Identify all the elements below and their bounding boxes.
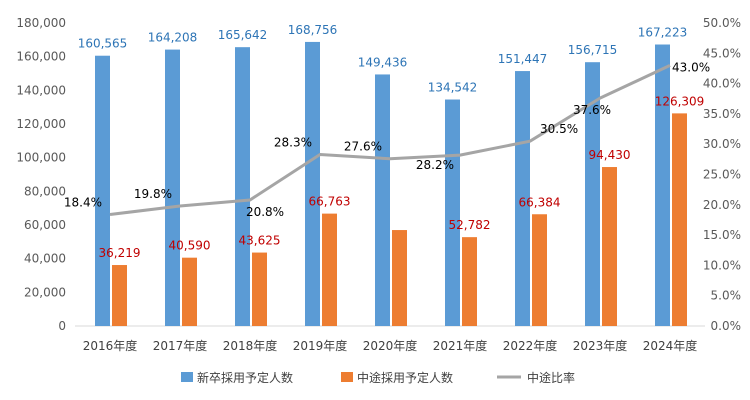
- category-label: 2021年度: [433, 338, 488, 353]
- bar-newgrad: [445, 99, 460, 326]
- label-midcareer: 66,384: [519, 195, 561, 209]
- left-tick-label: 100,000: [16, 151, 66, 165]
- legend-label: 中途採用予定人数: [357, 370, 453, 385]
- left-tick-label: 160,000: [16, 50, 66, 64]
- label-midcareer: 126,309: [655, 94, 705, 108]
- label-ratio: 27.6%: [344, 140, 382, 154]
- bar-newgrad: [515, 71, 530, 327]
- label-newgrad: 156,715: [568, 43, 618, 57]
- category-label: 2020年度: [363, 338, 418, 353]
- bar-newgrad: [305, 41, 320, 326]
- right-tick-label: 20.0%: [703, 198, 741, 212]
- bar-midcareer: [112, 265, 127, 326]
- legend-label: 新卒採用予定人数: [197, 370, 293, 385]
- category-labels: 2016年度 2017年度 2018年度 2019年度 2020年度 2021年度 2022…: [83, 338, 698, 353]
- label-newgrad: 167,223: [638, 26, 688, 40]
- left-tick-label: 20,000: [24, 285, 66, 299]
- legend-label: 中途比率: [527, 370, 575, 385]
- label-midcareer: 52,782: [449, 218, 491, 232]
- right-tick-label: 10.0%: [703, 258, 741, 272]
- category-label: 2023年度: [573, 338, 628, 353]
- label-newgrad: 160,565: [78, 37, 128, 51]
- label-newgrad: 168,756: [288, 23, 338, 37]
- label-midcareer: 43,625: [239, 234, 281, 248]
- bar-newgrad: [165, 49, 180, 327]
- bar-midcareer: [462, 237, 477, 326]
- bar-midcareer: [672, 113, 687, 326]
- label-ratio: 20.8%: [246, 205, 284, 219]
- left-tick-label: 60,000: [24, 218, 66, 232]
- right-tick-label: 15.0%: [703, 228, 741, 242]
- bar-newgrad: [585, 62, 600, 327]
- right-tick-label: 40.0%: [703, 77, 741, 91]
- label-midcareer: 40,590: [169, 239, 211, 253]
- category-label: 2024年度: [643, 338, 698, 353]
- data-labels-group: 160,565 36,219 164,208 40,590 165,642 43,625 1…: [64, 23, 710, 260]
- label-midcareer: 94,430: [589, 148, 631, 162]
- left-axis-ticks: 0 20,000 40,000 60,000 80,000 100,000 120,000 1…: [16, 16, 66, 333]
- right-tick-label: 50.0%: [703, 16, 741, 30]
- legend-swatch: [341, 372, 353, 382]
- left-tick-label: 140,000: [16, 83, 66, 97]
- category-label: 2017年度: [153, 338, 208, 353]
- left-tick-label: 80,000: [24, 184, 66, 198]
- ratio-line: [109, 64, 671, 216]
- legend-swatch: [181, 372, 193, 382]
- label-midcareer: 66,763: [309, 195, 351, 209]
- category-label: 2019年度: [293, 338, 348, 353]
- label-ratio: 18.4%: [64, 195, 102, 209]
- bar-midcareer: [182, 257, 197, 326]
- left-tick-label: 40,000: [24, 252, 66, 266]
- left-tick-label: 120,000: [16, 117, 66, 131]
- right-tick-label: 25.0%: [703, 168, 741, 182]
- bars-group: [95, 41, 687, 327]
- label-ratio: 19.8%: [134, 187, 172, 201]
- bar-newgrad: [95, 55, 110, 327]
- label-ratio: 43.0%: [672, 60, 710, 74]
- left-tick-label: 0: [58, 319, 66, 333]
- ratio-line-group: [109, 64, 671, 216]
- right-tick-label: 30.0%: [703, 137, 741, 151]
- right-tick-label: 45.0%: [703, 46, 741, 60]
- label-newgrad: 134,542: [428, 81, 478, 95]
- label-newgrad: 151,447: [498, 52, 548, 66]
- category-label: 2022年度: [503, 338, 558, 353]
- legend: 新卒採用予定人数 中途採用予定人数 中途比率: [181, 370, 575, 385]
- left-tick-label: 180,000: [16, 16, 66, 30]
- right-axis-ticks: 0.0% 5.0% 10.0% 15.0% 20.0% 25.0% 30.0% 35.0% 40…: [703, 16, 741, 333]
- label-ratio: 37.6%: [573, 103, 611, 117]
- label-ratio: 30.5%: [540, 122, 578, 136]
- category-label: 2018年度: [223, 338, 278, 353]
- bar-midcareer: [252, 252, 267, 326]
- bar-newgrad: [235, 47, 250, 326]
- label-newgrad: 164,208: [148, 31, 198, 45]
- right-tick-label: 35.0%: [703, 107, 741, 121]
- bar-newgrad: [655, 44, 670, 327]
- bar-midcareer: [322, 213, 337, 326]
- label-ratio: 28.2%: [416, 158, 454, 172]
- right-tick-label: 0.0%: [711, 319, 742, 333]
- bar-midcareer: [392, 230, 407, 326]
- label-midcareer: 36,219: [99, 246, 141, 260]
- bar-midcareer: [532, 214, 547, 326]
- bar-newgrad: [375, 74, 390, 326]
- right-tick-label: 5.0%: [711, 289, 742, 303]
- bar-midcareer: [602, 167, 617, 326]
- label-ratio: 28.3%: [274, 136, 312, 150]
- category-label: 2016年度: [83, 338, 138, 353]
- label-newgrad: 149,436: [358, 55, 408, 69]
- label-newgrad: 165,642: [218, 28, 268, 42]
